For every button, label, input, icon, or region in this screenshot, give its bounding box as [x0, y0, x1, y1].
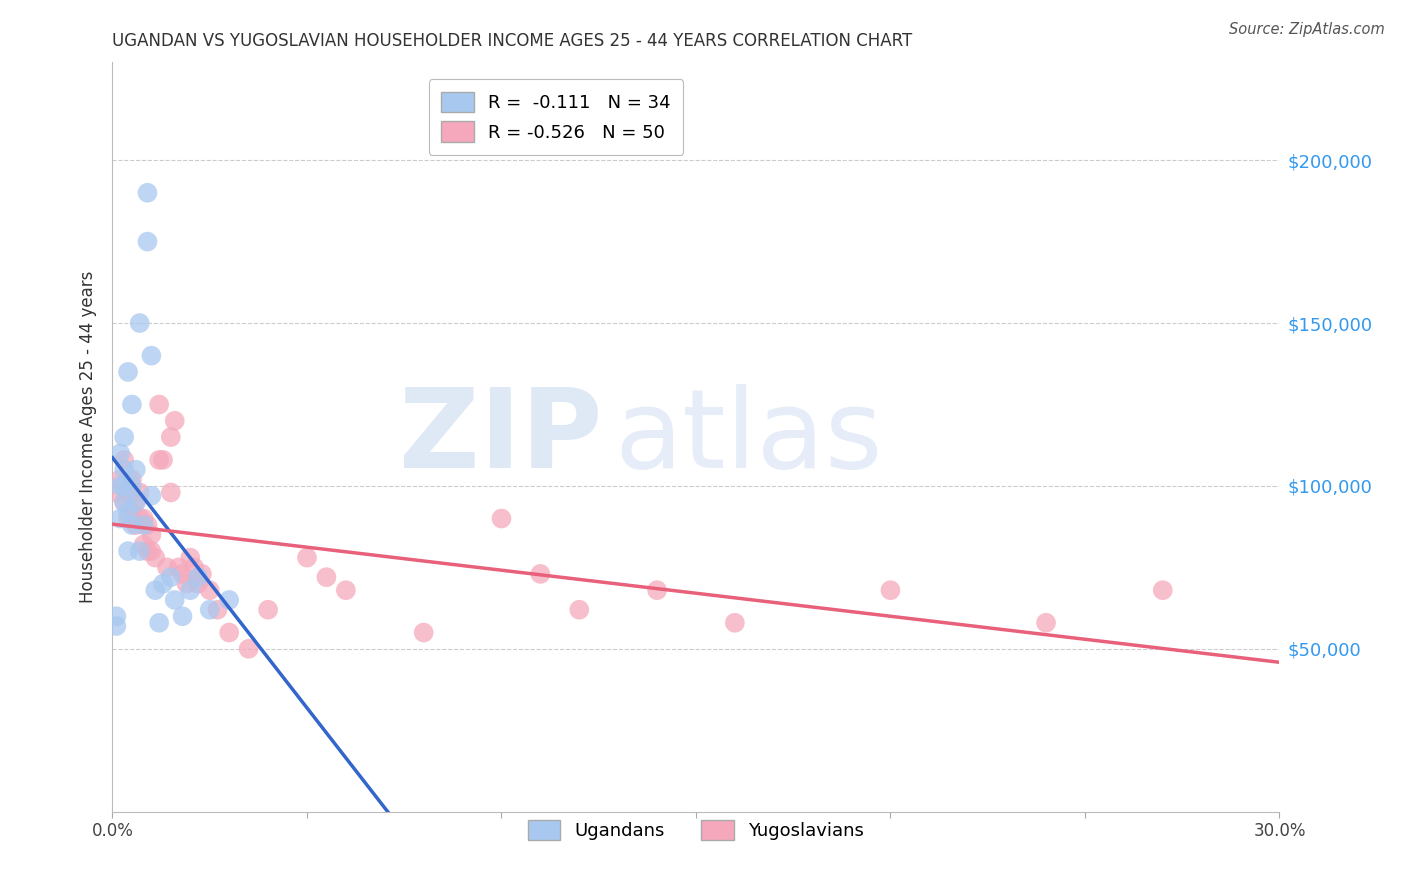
Point	[645, 583, 668, 598]
Point	[183, 560, 205, 574]
Text: UGANDAN VS YUGOSLAVIAN HOUSEHOLDER INCOME AGES 25 - 44 YEARS CORRELATION CHART: UGANDAN VS YUGOSLAVIAN HOUSEHOLDER INCOM…	[112, 32, 912, 50]
Point	[121, 472, 143, 486]
Point	[148, 615, 170, 630]
Point	[125, 518, 148, 533]
Point	[187, 570, 209, 584]
Point	[167, 560, 190, 574]
Point	[121, 518, 143, 533]
Point	[191, 566, 214, 581]
Point	[295, 550, 318, 565]
Point	[160, 430, 183, 444]
Point	[207, 603, 229, 617]
Point	[148, 397, 170, 411]
Point	[163, 593, 186, 607]
Point	[257, 603, 280, 617]
Text: Source: ZipAtlas.com: Source: ZipAtlas.com	[1229, 22, 1385, 37]
Point	[128, 511, 150, 525]
Point	[117, 505, 139, 519]
Point	[568, 603, 591, 617]
Point	[315, 570, 337, 584]
Point	[132, 538, 155, 552]
Point	[105, 619, 128, 633]
Point	[117, 544, 139, 558]
Point	[141, 528, 163, 542]
Point	[128, 544, 150, 558]
Point	[110, 472, 132, 486]
Point	[117, 511, 139, 525]
Point	[112, 495, 135, 509]
Point	[121, 397, 143, 411]
Text: ZIP: ZIP	[399, 384, 603, 491]
Point	[136, 518, 159, 533]
Point	[1035, 615, 1057, 630]
Point	[105, 609, 128, 624]
Point	[163, 414, 186, 428]
Point	[128, 485, 150, 500]
Point	[112, 495, 135, 509]
Point	[152, 576, 174, 591]
Point	[136, 186, 159, 200]
Point	[724, 615, 747, 630]
Point	[132, 511, 155, 525]
Point	[121, 479, 143, 493]
Legend: Ugandans, Yugoslavians: Ugandans, Yugoslavians	[520, 813, 872, 847]
Point	[412, 625, 434, 640]
Point	[238, 641, 260, 656]
Point	[179, 583, 201, 598]
Point	[156, 560, 179, 574]
Point	[110, 511, 132, 525]
Point	[172, 566, 194, 581]
Point	[136, 235, 159, 249]
Point	[198, 583, 221, 598]
Point	[117, 365, 139, 379]
Point	[110, 479, 132, 493]
Point	[335, 583, 357, 598]
Point	[121, 505, 143, 519]
Point	[141, 349, 163, 363]
Point	[1152, 583, 1174, 598]
Point	[117, 485, 139, 500]
Point	[179, 550, 201, 565]
Point	[125, 495, 148, 509]
Point	[143, 550, 166, 565]
Y-axis label: Householder Income Ages 25 - 44 years: Householder Income Ages 25 - 44 years	[79, 271, 97, 603]
Point	[112, 430, 135, 444]
Point	[160, 570, 183, 584]
Point	[148, 453, 170, 467]
Point	[491, 511, 513, 525]
Point	[176, 576, 198, 591]
Point	[143, 583, 166, 598]
Point	[172, 609, 194, 624]
Point	[112, 479, 135, 493]
Point	[128, 316, 150, 330]
Point	[879, 583, 901, 598]
Point	[141, 544, 163, 558]
Point	[132, 518, 155, 533]
Point	[105, 485, 128, 500]
Point	[218, 593, 240, 607]
Point	[125, 495, 148, 509]
Point	[141, 489, 163, 503]
Point	[112, 463, 135, 477]
Point	[198, 603, 221, 617]
Point	[218, 625, 240, 640]
Text: atlas: atlas	[614, 384, 883, 491]
Point	[529, 566, 551, 581]
Point	[160, 485, 183, 500]
Point	[152, 453, 174, 467]
Point	[136, 544, 159, 558]
Point	[112, 453, 135, 467]
Point	[187, 576, 209, 591]
Point	[110, 446, 132, 460]
Point	[125, 463, 148, 477]
